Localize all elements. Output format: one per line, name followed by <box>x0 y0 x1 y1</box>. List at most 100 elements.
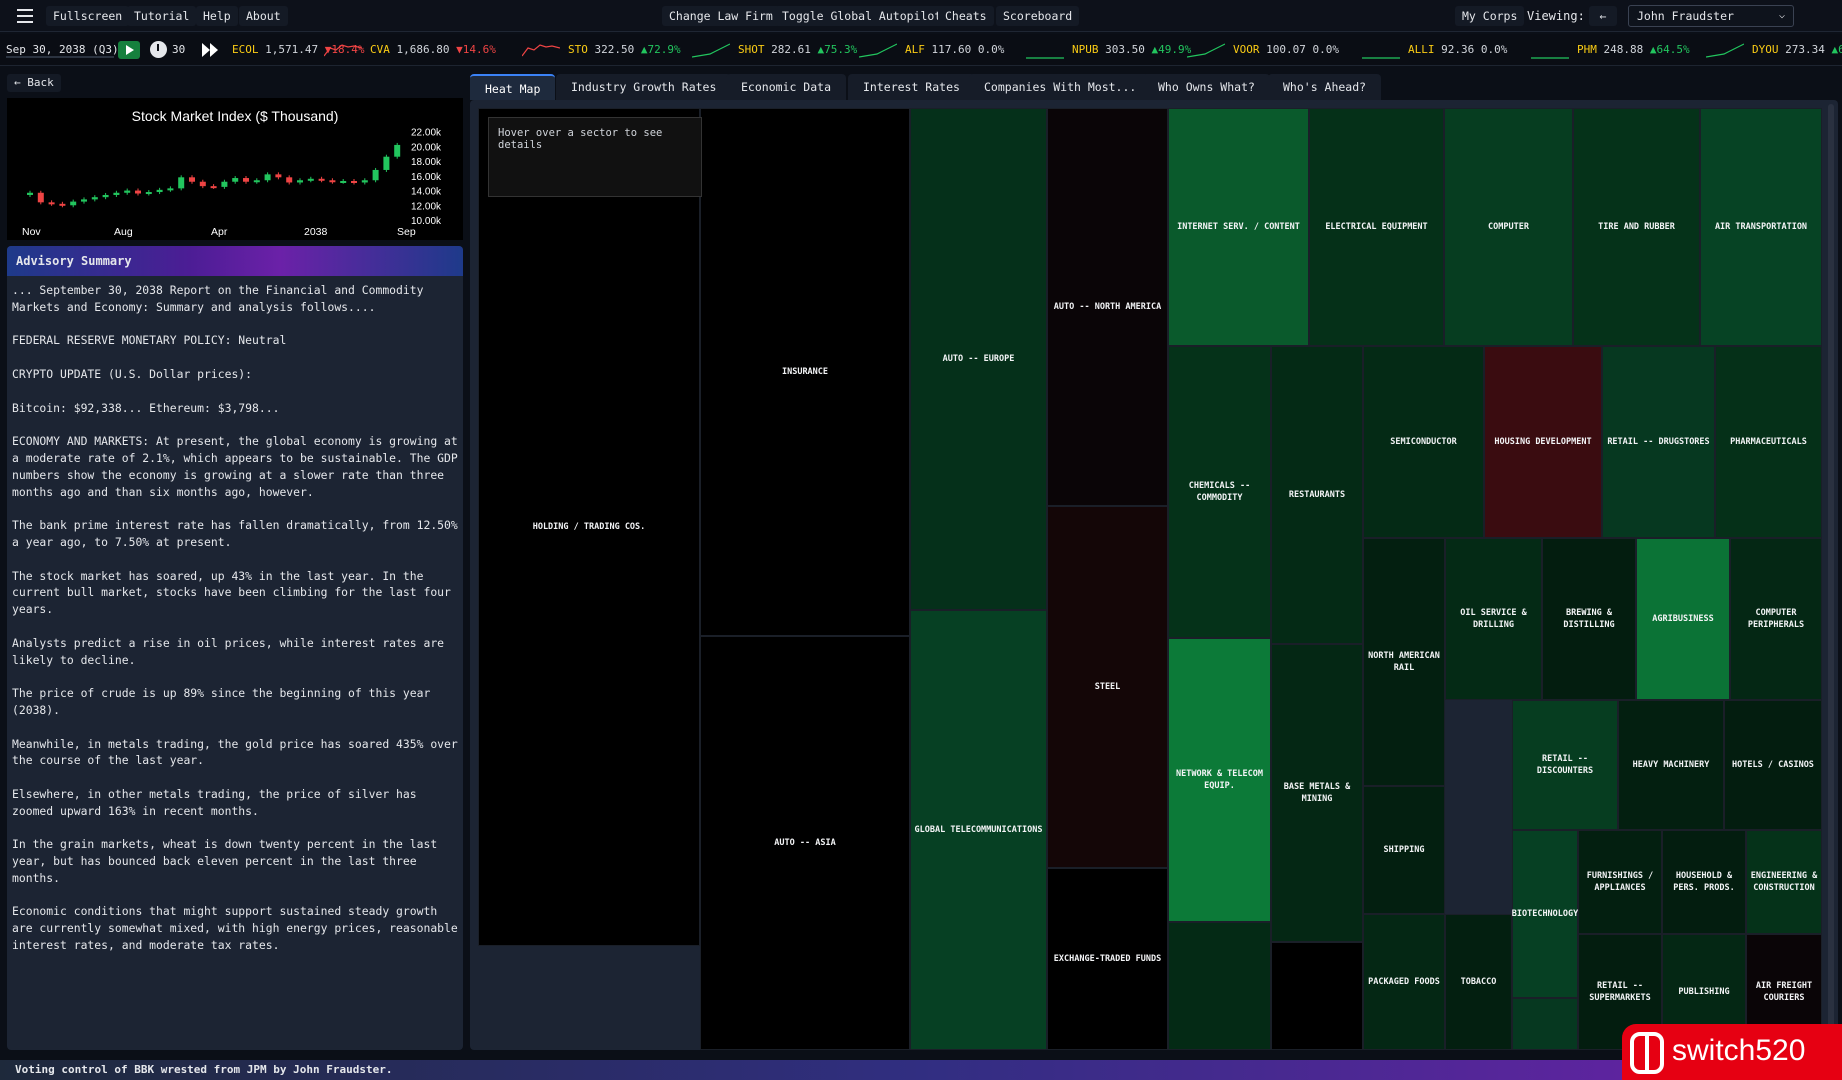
ticker-price: 1,686.80 <box>396 43 450 56</box>
viewing-back-button[interactable]: ← <box>1589 6 1617 26</box>
sector-cell-packaged-foods[interactable]: PACKAGED FOODS <box>1363 914 1445 1050</box>
sector-cell-network-telecom-equip[interactable]: NETWORK & TELECOM EQUIP. <box>1168 638 1271 922</box>
tab-who-s-ahead[interactable]: Who's Ahead? <box>1268 74 1382 100</box>
advisory-paragraph: Analysts predict a rise in oil prices, w… <box>12 635 445 667</box>
ticker-item[interactable]: PHM 248.88 ▲64.5% <box>1577 43 1690 56</box>
back-button[interactable]: ← Back <box>7 74 61 92</box>
sector-cell-heavy-machinery[interactable]: HEAVY MACHINERY <box>1618 700 1724 830</box>
sector-cell-holding-trading-cos[interactable]: HOLDING / TRADING COS. <box>478 108 700 946</box>
date-progress-track <box>6 56 114 58</box>
sector-cell-retail-drugstores[interactable]: RETAIL -- DRUGSTORES <box>1602 346 1715 538</box>
sector-cell-computer[interactable]: COMPUTER <box>1444 108 1573 346</box>
ticker-item[interactable]: VOOR 100.07 0.0% <box>1233 43 1339 56</box>
cheats-button[interactable]: Cheats <box>938 6 994 26</box>
tab-interest-rates[interactable]: Interest Rates <box>848 74 975 100</box>
ticker-change: ▲72.9% <box>640 43 681 56</box>
fast-forward-icon[interactable] <box>200 41 222 59</box>
sector-cell-oil-service-drilling[interactable]: OIL SERVICE & DRILLING <box>1445 538 1542 700</box>
my-corps-button[interactable]: My Corps <box>1455 6 1525 26</box>
watermark-text: switch520 <box>1672 1034 1806 1067</box>
ticker-item[interactable]: NPUB 303.50 ▲49.9% <box>1072 43 1191 56</box>
tab-economic-data[interactable]: Economic Data <box>726 74 847 100</box>
status-message: Voting control of BBK wrested from JPM b… <box>0 1060 1842 1080</box>
sector-cell-tobacco[interactable]: TOBACCO <box>1445 914 1512 1050</box>
sector-cell-hotels-casinos[interactable]: HOTELS / CASINOS <box>1724 700 1822 830</box>
ticker-change: ▲63 <box>1831 43 1842 56</box>
heat-map-scrollbar[interactable] <box>1828 104 1834 1044</box>
sector-cell-agribusiness[interactable]: AGRIBUSINESS <box>1636 538 1730 700</box>
sector-cell-internet-serv-content[interactable]: INTERNET SERV. / CONTENT <box>1168 108 1309 346</box>
game-date: Sep 30, 2038 (Q3) <box>6 43 119 56</box>
candle <box>340 180 347 183</box>
ticker-symbol: SHOT <box>738 43 765 56</box>
sector-cell-chemicals-commodity[interactable]: CHEMICALS -- COMMODITY <box>1168 346 1271 638</box>
fullscreen-button[interactable]: Fullscreen <box>46 6 130 26</box>
scoreboard-button[interactable]: Scoreboard <box>996 6 1080 26</box>
change-law-firm-button[interactable]: Change Law Firm <box>662 6 780 26</box>
ticker-item[interactable]: SHOT 282.61 ▲75.3% <box>738 43 857 56</box>
ticker-item[interactable]: DYOU 273.34 ▲63 <box>1752 43 1842 56</box>
y-tick-label: 14.00k <box>411 187 442 198</box>
sector-cell-auto-north-america[interactable]: AUTO -- NORTH AMERICA <box>1047 108 1168 506</box>
sector-cell-computer-peripherals[interactable]: COMPUTER PERIPHERALS <box>1730 538 1822 700</box>
about-button[interactable]: About <box>239 6 288 26</box>
sector-cell-unlabeled[interactable] <box>1168 922 1271 1050</box>
sector-cell-base-metals-mining[interactable]: BASE METALS & MINING <box>1271 644 1363 942</box>
sector-cell-electrical-equipment[interactable]: ELECTRICAL EQUIPMENT <box>1309 108 1444 346</box>
ticker-symbol: PHM <box>1577 43 1597 56</box>
sector-cell-north-american-rail[interactable]: NORTH AMERICAN RAIL <box>1363 538 1445 786</box>
sector-cell-auto-asia[interactable]: AUTO -- ASIA <box>700 636 910 1050</box>
sector-cell-pharmaceuticals[interactable]: PHARMACEUTICALS <box>1715 346 1822 538</box>
sector-cell-semiconductor[interactable]: SEMICONDUCTOR <box>1363 346 1484 538</box>
sector-cell-insurance[interactable]: INSURANCE <box>700 108 910 636</box>
ticker-item[interactable]: ALF 117.60 0.0% <box>905 43 1004 56</box>
sector-cell-shipping[interactable]: SHIPPING <box>1363 786 1445 914</box>
tab-industry-growth-rates[interactable]: Industry Growth Rates <box>556 74 732 100</box>
sector-cell-housing-development[interactable]: HOUSING DEVELOPMENT <box>1484 346 1602 538</box>
sector-cell-auto-europe[interactable]: AUTO -- EUROPE <box>910 108 1047 610</box>
toggle-autopilot-button[interactable]: Toggle Global Autopilot <box>775 6 949 26</box>
candle <box>383 156 390 170</box>
y-tick-label: 10.00k <box>411 216 442 227</box>
sector-cell-brewing-distilling[interactable]: BREWING & DISTILLING <box>1542 538 1636 700</box>
sector-cell-steel[interactable]: STEEL <box>1047 506 1168 868</box>
candle <box>307 178 314 181</box>
ticker-change: 0.0% <box>1480 43 1508 56</box>
sector-cell-unlabeled[interactable] <box>1512 998 1578 1050</box>
sector-cell-engineering-construction[interactable]: ENGINEERING & CONSTRUCTION <box>1746 830 1822 934</box>
ticker-item[interactable]: CVA 1,686.80 ▼14.6% <box>370 43 496 56</box>
ticker-price: 117.60 <box>931 43 972 56</box>
ticker-symbol: ECOL <box>232 43 259 56</box>
candle <box>351 180 357 183</box>
sector-cell-furnishings-appliances[interactable]: FURNISHINGS / APPLIANCES <box>1578 830 1662 934</box>
sector-cell-restaurants[interactable]: RESTAURANTS <box>1271 346 1363 644</box>
ticker-item[interactable]: ALLI 92.36 0.0% <box>1408 43 1507 56</box>
sector-cell-exchange-traded-funds[interactable]: EXCHANGE-TRADED FUNDS <box>1047 868 1168 1050</box>
x-tick-label: Sep <box>397 226 416 238</box>
help-button[interactable]: Help <box>196 6 238 26</box>
ticker-sparkline <box>1706 43 1744 58</box>
candle <box>156 189 163 193</box>
candle <box>178 177 185 189</box>
hamburger-menu-icon[interactable] <box>14 6 36 26</box>
tutorial-button[interactable]: Tutorial <box>127 6 197 26</box>
sector-cell-retail-discounters[interactable]: RETAIL -- DISCOUNTERS <box>1512 700 1618 830</box>
sector-cell-biotechnology[interactable]: BIOTECHNOLOGY <box>1512 830 1578 998</box>
ticker-sparkline <box>324 44 362 57</box>
speed-dial-icon[interactable] <box>150 41 167 58</box>
candle <box>167 188 174 191</box>
advisory-paragraph: Economic conditions that might support s… <box>12 904 458 953</box>
ticker-price: 1,571.47 <box>265 43 319 56</box>
ticker-item[interactable]: STO 322.50 ▲72.9% <box>568 43 681 56</box>
sector-cell-household-pers-prods[interactable]: HOUSEHOLD & PERS. PRODS. <box>1662 830 1746 934</box>
sector-cell-tire-and-rubber[interactable]: TIRE AND RUBBER <box>1573 108 1700 346</box>
sector-cell-air-transportation[interactable]: AIR TRANSPORTATION <box>1700 108 1822 346</box>
play-icon[interactable] <box>118 41 140 59</box>
tab-heat-map[interactable]: Heat Map <box>470 74 556 100</box>
sector-cell-unlabeled[interactable] <box>1271 942 1363 1050</box>
viewing-select[interactable]: John Fraudster ⌵ <box>1628 5 1794 27</box>
tab-who-owns-what[interactable]: Who Owns What? <box>1143 74 1270 100</box>
candle <box>243 178 249 182</box>
sector-cell-global-telecommunications[interactable]: GLOBAL TELECOMMUNICATIONS <box>910 610 1047 1050</box>
tab-companies-with-most[interactable]: Companies With Most... <box>969 74 1152 100</box>
